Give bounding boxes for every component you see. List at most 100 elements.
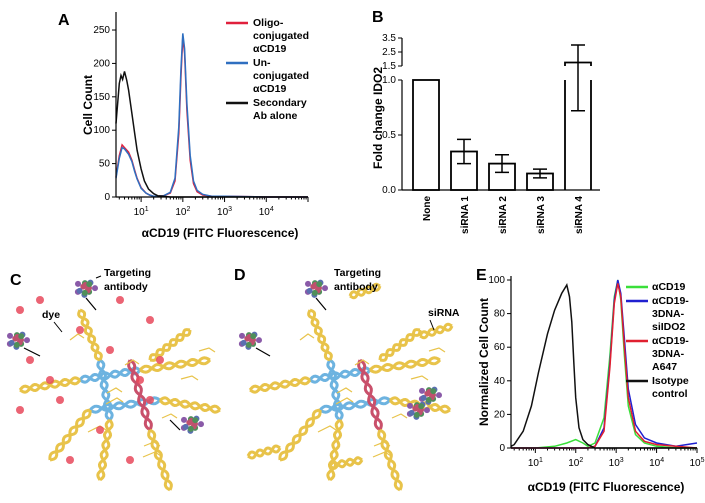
antibody-bead bbox=[13, 341, 20, 348]
chart-b-category-label: None bbox=[422, 196, 433, 221]
chart-a-legend-label: conjugated bbox=[253, 30, 309, 42]
antibody-bead bbox=[423, 407, 430, 414]
chart-b-bar: 0.0 0.5 1.0 1.5 2.5 3.5 None siRNA 1 siRNA 2 siRN… bbox=[371, 33, 600, 234]
chart-a-legend-label: Un- bbox=[253, 57, 271, 69]
diagram-d-arm-helix bbox=[379, 428, 401, 492]
diagram-d-branch bbox=[373, 441, 391, 447]
chart-e-xtick-label: 105 bbox=[689, 457, 704, 469]
antibody-bead bbox=[245, 341, 252, 348]
chart-a-xtick-label: 101 bbox=[134, 206, 149, 218]
chart-a-legend-label: conjugated bbox=[253, 70, 309, 82]
chart-a-ylabel: Cell Count bbox=[81, 75, 95, 135]
antibody-bead bbox=[18, 333, 25, 340]
diagram-c-arm-helix bbox=[48, 409, 92, 461]
antibody-bead bbox=[425, 396, 432, 403]
diagram-c-dye-dot bbox=[146, 316, 154, 324]
antibody-bead bbox=[240, 339, 247, 346]
diagram-c-dye-dot bbox=[16, 406, 24, 414]
antibody-bead bbox=[430, 388, 437, 395]
diagram-c-arm-helix bbox=[148, 329, 192, 361]
chart-b-bars bbox=[412, 44, 592, 191]
antibody-bead bbox=[304, 280, 311, 287]
diagram-c-dye-arrow bbox=[53, 321, 63, 333]
chart-e-histogram: 0 20 40 60 80 100 101 102 103 104 105 Normalized C… bbox=[477, 275, 705, 494]
diagram-c-branch bbox=[124, 359, 140, 366]
diagram-c-dye-dot bbox=[16, 306, 24, 314]
diagram-c-arrow bbox=[95, 275, 102, 279]
chart-a-ytick-label: 250 bbox=[93, 25, 110, 36]
chart-b-error-bar bbox=[571, 44, 585, 112]
diagram-d-arm-helix bbox=[368, 357, 442, 373]
chart-a-xtick-label: 103 bbox=[217, 206, 232, 218]
chart-e-legend: αCD19αCD19-3DNA-siIDO2αCD19-3DNA-A647Iso… bbox=[626, 281, 689, 400]
chart-a-series-line bbox=[115, 33, 308, 198]
chart-b-error-bar bbox=[457, 138, 471, 165]
chart-a-ytick-label: 200 bbox=[93, 58, 110, 69]
diagram-c-dye-dot bbox=[56, 396, 64, 404]
chart-e-ticks: 0 20 40 60 80 100 101 102 103 104 105 bbox=[488, 275, 704, 469]
diagram-d-linker bbox=[255, 297, 327, 357]
antibody-bead bbox=[182, 423, 189, 430]
diagram-c-branch bbox=[69, 333, 85, 341]
chart-e-xtick-label: 103 bbox=[609, 457, 624, 469]
diagram-c-antibody bbox=[180, 415, 204, 434]
diagram-c-arm-helix bbox=[18, 377, 82, 393]
diagram-d-branch bbox=[354, 359, 370, 366]
chart-e-legend-label: control bbox=[652, 388, 688, 400]
antibody-bead bbox=[435, 392, 442, 399]
antibody-bead bbox=[311, 289, 318, 296]
chart-e-xtick-label: 104 bbox=[649, 457, 664, 469]
diagram-c-label-dye: dye bbox=[42, 309, 60, 321]
diagram-c-branch bbox=[161, 413, 178, 419]
diagram-d-branch bbox=[391, 413, 408, 419]
chart-e-legend-label: A647 bbox=[652, 361, 677, 373]
diagram-c-arm-helix bbox=[149, 428, 171, 492]
diagram-d-label-antibody: antibody bbox=[334, 281, 378, 293]
chart-e-legend-label: αCD19- bbox=[652, 295, 689, 307]
diagram-c-arm-helix bbox=[159, 396, 221, 414]
chart-a-legend-label: Ab alone bbox=[253, 110, 297, 122]
chart-e-ytick-label: 100 bbox=[488, 275, 505, 286]
diagram-d-branch bbox=[372, 451, 392, 458]
diagram-d-core-helix bbox=[359, 358, 381, 432]
antibody-bead bbox=[250, 333, 257, 340]
diagram-c-label-targeting: Targeting bbox=[104, 267, 151, 279]
diagram-c-antibody bbox=[6, 331, 30, 350]
antibody-bead bbox=[192, 417, 199, 424]
diagram-c-branch bbox=[106, 387, 123, 394]
chart-a-legend-label: αCD19 bbox=[253, 43, 286, 55]
diagram-d-sirna-helix bbox=[418, 325, 454, 337]
diagram-d-sirna-nanostructure: Targeting antibody siRNA bbox=[238, 267, 460, 492]
diagram-d-sirna-helix bbox=[328, 457, 364, 469]
diagram-c-dye-dot bbox=[116, 296, 124, 304]
chart-e-ytick-label: 40 bbox=[494, 376, 506, 387]
diagram-c-dna-scaffold bbox=[6, 275, 222, 492]
diagram-c-branch bbox=[142, 451, 162, 458]
diagram-d-antibody bbox=[418, 386, 442, 405]
chart-a-legend-label: Secondary bbox=[253, 97, 307, 109]
antibody-bead bbox=[81, 289, 88, 296]
panel-label-c: C bbox=[10, 272, 22, 289]
diagram-c-core-helix bbox=[129, 358, 151, 432]
antibody-bead bbox=[321, 285, 328, 292]
chart-e-xtick-label: 101 bbox=[528, 457, 543, 469]
diagram-c-antibody bbox=[74, 279, 98, 298]
diagram-d-arm-helix bbox=[309, 308, 331, 362]
antibody-bead bbox=[8, 339, 15, 346]
chart-a-xtick-label: 102 bbox=[175, 206, 190, 218]
chart-b-ytick-label: 2.5 bbox=[382, 47, 396, 58]
chart-a-ytick-label: 0 bbox=[104, 192, 110, 203]
diagram-d-branch bbox=[410, 375, 429, 381]
chart-b-ytick-label: 1.0 bbox=[382, 75, 396, 86]
diagram-d-arm-helix bbox=[248, 377, 312, 393]
diagram-c-arm-helix bbox=[138, 357, 212, 373]
chart-e-ytick-label: 20 bbox=[494, 409, 506, 420]
chart-b-category-label: siRNA 1 bbox=[460, 196, 471, 234]
diagram-d-arm-helix bbox=[278, 409, 322, 461]
antibody-bead bbox=[408, 409, 415, 416]
diagram-d-antibody bbox=[304, 279, 328, 298]
chart-a-ytick-label: 100 bbox=[93, 125, 110, 136]
diagram-c-arm-helix bbox=[96, 419, 114, 481]
panel-label-e: E bbox=[476, 267, 487, 284]
